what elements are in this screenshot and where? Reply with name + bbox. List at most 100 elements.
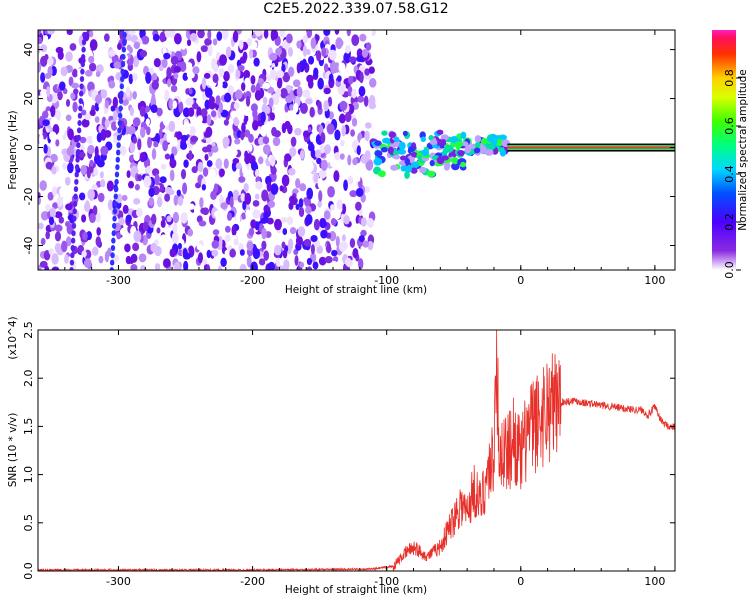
- spectrogram-cell: [208, 96, 215, 105]
- spectrogram-cell: [274, 244, 282, 256]
- snr-x-tick-label: -200: [240, 575, 265, 588]
- spectrogram-cell: [266, 217, 274, 225]
- spectrogram-cell: [98, 255, 104, 264]
- spectrogram-streak: [117, 127, 122, 134]
- spectrogram-cell: [211, 249, 219, 257]
- spectrogram-cell: [170, 85, 178, 93]
- spectrogram-cell: [89, 30, 94, 38]
- spectrogram-cell: [349, 238, 356, 248]
- spectrogram-cell: [180, 212, 188, 224]
- colorbar-tick-label: 0.8: [723, 69, 736, 87]
- spectrogram-onset-cell: [393, 136, 400, 143]
- spectrogram-cell: [313, 67, 319, 77]
- spectrogram-cell: [351, 89, 357, 99]
- spectrogram-cell: [56, 196, 63, 208]
- spectrogram-cell: [187, 228, 194, 237]
- spectrogram-cell: [40, 72, 46, 83]
- spectrogram-cell: [178, 101, 184, 114]
- spectrogram-onset-cell: [451, 162, 460, 171]
- spectrogram-cell: [207, 244, 214, 251]
- spectrogram-cell: [241, 82, 246, 92]
- spectrogram-cell: [251, 41, 258, 49]
- spectrogram-cell: [334, 30, 340, 35]
- spectrogram-cell: [281, 241, 286, 249]
- spectrogram-streak: [112, 215, 117, 222]
- spectrogram-cell: [219, 54, 228, 66]
- spectrogram-streak: [115, 149, 121, 156]
- spectrogram-cell: [297, 226, 306, 237]
- spectrogram-onset-cell: [480, 145, 487, 154]
- spectrogram-cell: [299, 261, 305, 268]
- colorbar: 0.0 0.2 0.4 0.6 0.8: [712, 30, 741, 279]
- spectrogram-cell: [270, 30, 276, 42]
- spectrogram-cell: [197, 252, 204, 264]
- spectrogram-cell: [327, 186, 335, 198]
- spectrogram-cell: [163, 52, 171, 60]
- spectrogram-cell: [255, 181, 263, 190]
- spectrogram-cell: [204, 87, 213, 98]
- spectrogram-cell: [203, 131, 212, 138]
- spectrogram-cell: [166, 215, 172, 223]
- spectrogram-cell: [162, 47, 167, 55]
- spectrogram-cell: [72, 101, 78, 113]
- spectrogram-cell: [169, 169, 175, 182]
- spectrogram-cell: [266, 86, 275, 94]
- colorbar-tick-label: 0.0: [723, 261, 736, 279]
- spectrogram-cell: [133, 198, 141, 205]
- spectrogram-streak: [121, 46, 127, 53]
- spectrogram: [38, 30, 675, 270]
- spectrogram-cell: [129, 257, 134, 265]
- spectrogram-cell: [201, 183, 207, 191]
- spectrogram-cell: [132, 242, 140, 252]
- spectrogram-streak: [110, 244, 116, 251]
- spectrogram-cell: [58, 216, 65, 224]
- spectrogram-cell: [65, 236, 72, 247]
- spectrogram-cell: [252, 247, 261, 260]
- spectrogram-cell: [310, 234, 318, 243]
- spectrogram-cell: [210, 190, 217, 201]
- spectrogram-cell: [132, 117, 141, 127]
- spectrogram-cell: [119, 145, 127, 156]
- spectrogram-onset-cell: [408, 146, 416, 153]
- spectrogram-cell: [57, 50, 64, 61]
- spectrogram-onset-cell: [474, 147, 481, 154]
- spectrogram-cell: [95, 212, 101, 223]
- spectrogram-cell: [212, 73, 219, 84]
- spectrogram-cell: [305, 30, 313, 39]
- spectrogram-cell: [78, 192, 86, 201]
- spectrogram-onset-cell: [445, 146, 454, 152]
- spectrogram-cell: [293, 44, 298, 54]
- spectrogram-cell: [153, 141, 159, 148]
- spectrogram-streak: [76, 127, 82, 134]
- spectrogram-cell: [287, 168, 296, 176]
- spectrogram-cell: [235, 89, 243, 100]
- spectrogram-cell: [237, 64, 245, 72]
- spectrogram-cell: [301, 58, 307, 69]
- spectrogram-cell: [296, 62, 301, 74]
- spectrogram-cell: [69, 43, 77, 51]
- spectrogram-streak: [113, 200, 118, 207]
- spectrogram-cell: [369, 78, 377, 88]
- spectrogram-cell: [188, 150, 193, 161]
- spectrogram-streak: [79, 83, 84, 90]
- spectrogram-cell: [224, 234, 231, 242]
- spectrogram-cell: [254, 90, 262, 101]
- spectrogram-cell: [334, 152, 340, 161]
- spectrogram-cell: [318, 256, 327, 266]
- spectrogram-cell: [151, 168, 160, 177]
- spectrogram-onset-cell: [499, 148, 507, 157]
- spectrogram-cell: [142, 221, 149, 232]
- spectrogram-cell: [219, 168, 225, 177]
- spectrogram-cell: [319, 145, 326, 154]
- spectrogram-cell: [339, 153, 345, 160]
- spectrogram-streak: [118, 98, 124, 105]
- snr-y-tick-label: 1.0: [22, 466, 35, 484]
- spectrogram-streak: [71, 230, 76, 237]
- spectrogram-cell: [186, 71, 195, 79]
- spectrogram-cell: [250, 84, 256, 93]
- spectrogram-cell: [108, 49, 116, 57]
- spectrogram-streak: [81, 46, 86, 53]
- spectrogram-cell: [358, 235, 365, 243]
- spectrogram-cell: [350, 129, 355, 137]
- spectrogram-cell: [272, 136, 281, 147]
